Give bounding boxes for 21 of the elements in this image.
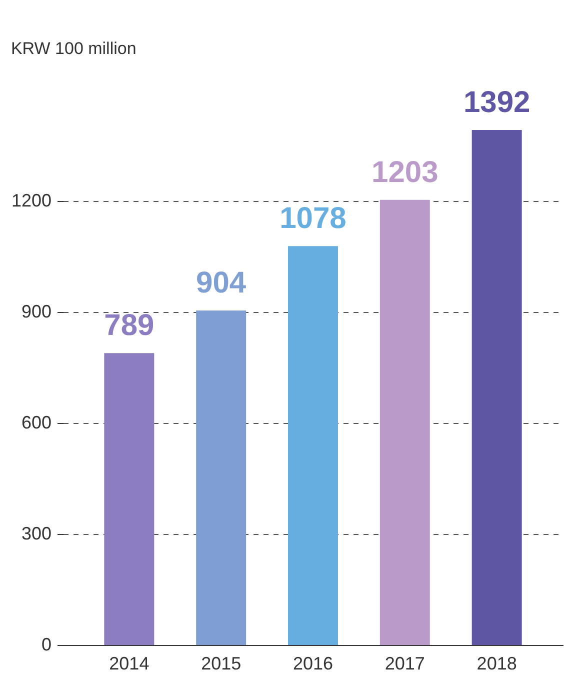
data-label: 789 [104, 309, 154, 342]
bar [288, 246, 338, 645]
y-tick-label: 600 [21, 412, 52, 432]
x-tick-label: 2014 [109, 654, 150, 674]
bar [472, 130, 522, 645]
y-tick-label: 1200 [11, 190, 52, 210]
data-label: 904 [196, 266, 246, 300]
x-tick-label: 2017 [384, 654, 425, 674]
data-label: 1392 [463, 86, 530, 119]
bar [196, 310, 246, 645]
y-tick-label: 0 [41, 634, 52, 654]
bar [104, 353, 154, 645]
x-tick-label: 2015 [201, 654, 242, 674]
bar [380, 200, 430, 645]
data-label: 1203 [372, 156, 438, 189]
y-tick-label: 300 [21, 524, 52, 544]
data-label: 1078 [280, 202, 346, 236]
x-tick-label: 2018 [476, 654, 517, 674]
x-tick-label: 2016 [292, 654, 334, 674]
y-tick-label: 900 [21, 302, 52, 322]
y-axis-title: KRW 100 million [10, 38, 136, 58]
